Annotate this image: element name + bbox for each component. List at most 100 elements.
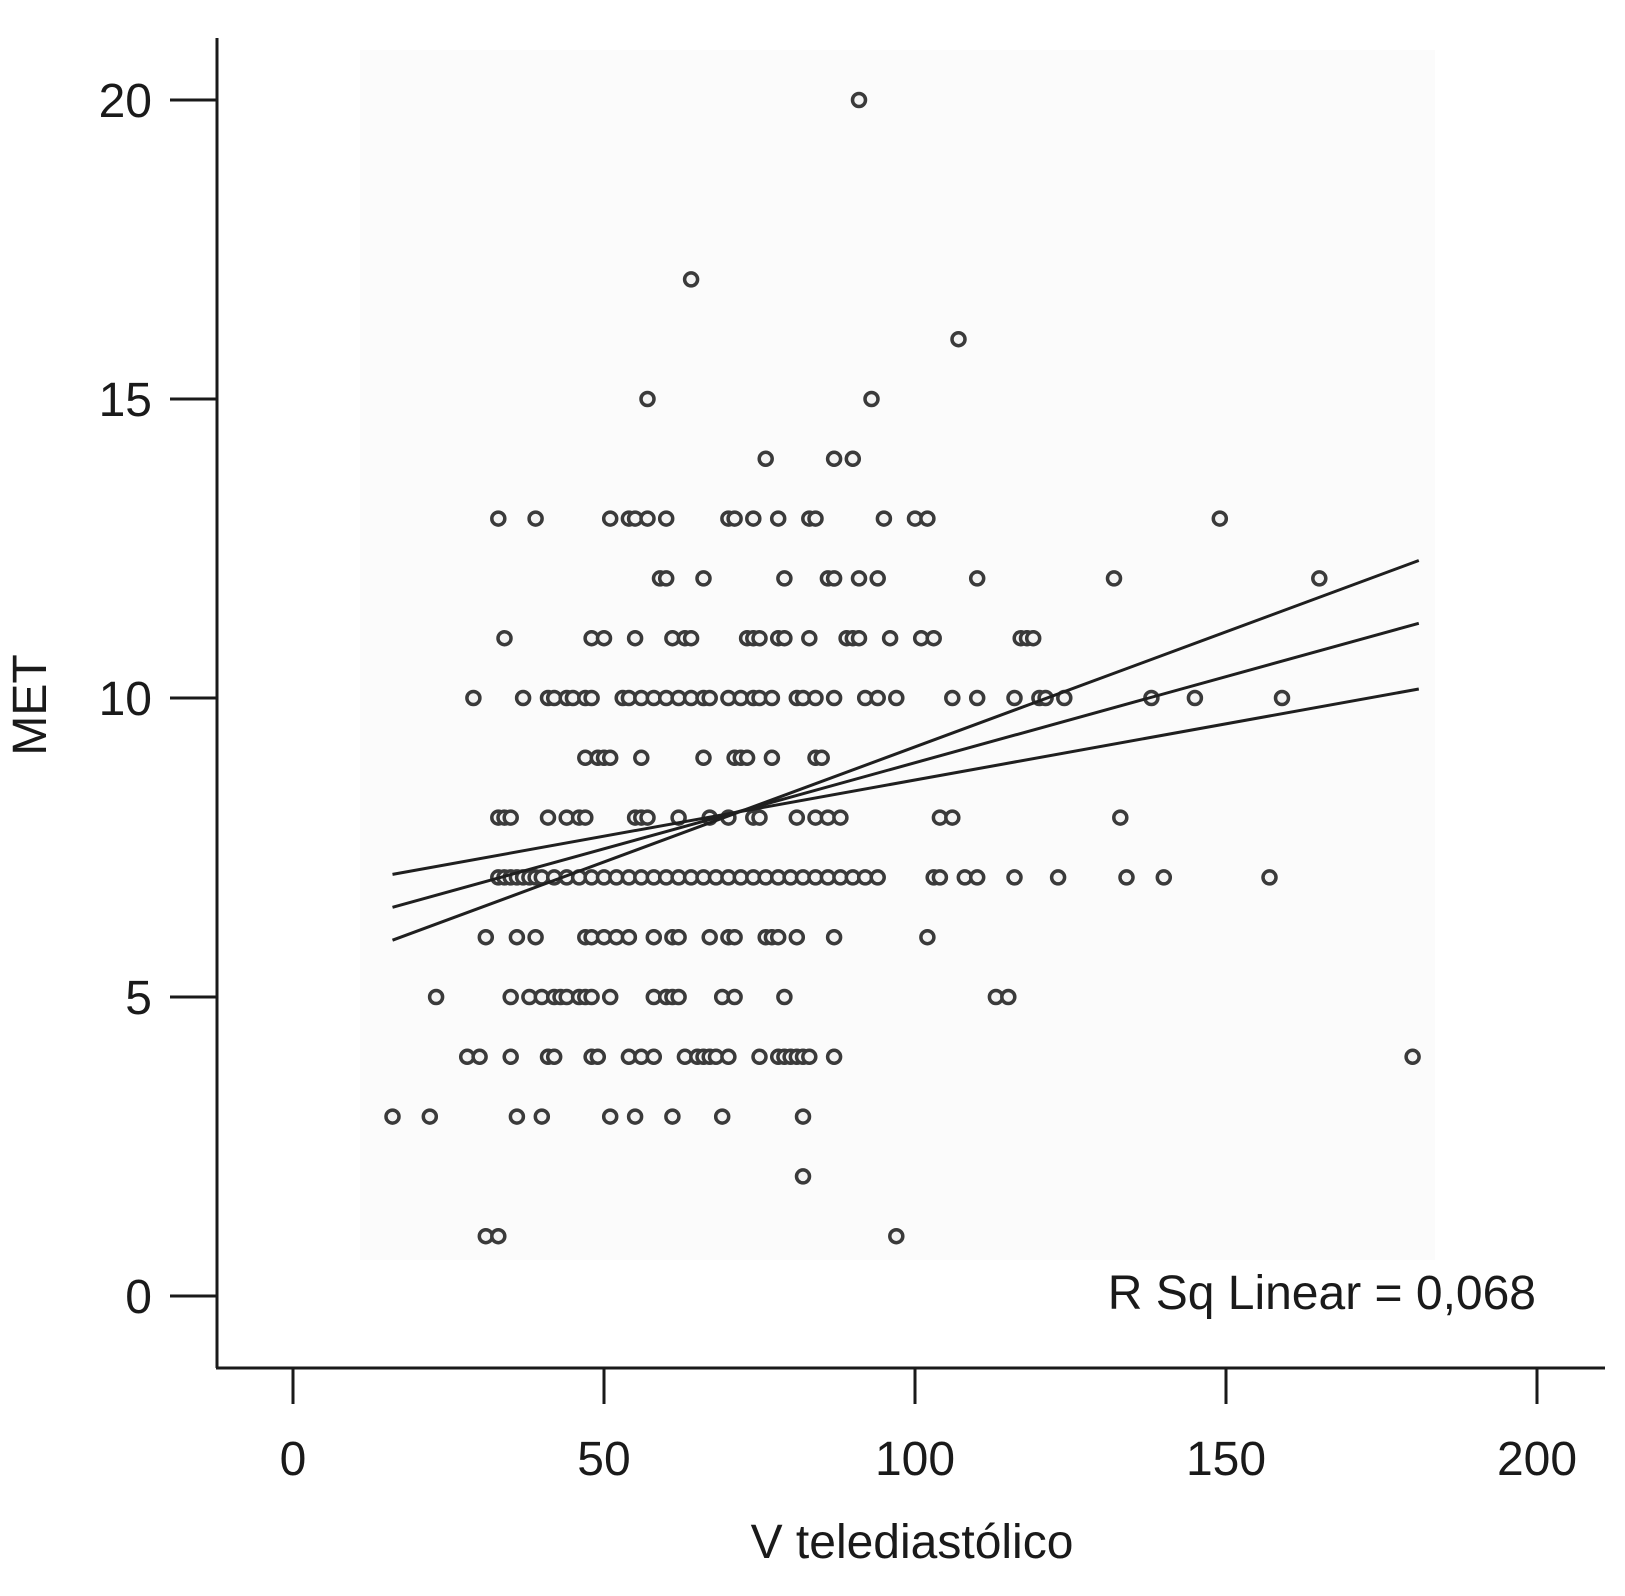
data-point	[888, 689, 905, 707]
data-point	[645, 1048, 663, 1066]
data-point	[695, 749, 712, 767]
x-tick-label: 50	[577, 1433, 630, 1486]
data-point	[601, 988, 619, 1006]
data-point	[583, 988, 600, 1006]
data-point	[589, 1048, 607, 1066]
data-point	[863, 390, 880, 408]
data-point	[788, 809, 806, 826]
data-point	[875, 510, 893, 527]
x-tick-label: 0	[280, 1433, 307, 1486]
fit-line	[392, 621, 1420, 909]
data-point	[794, 1108, 812, 1125]
data-point	[695, 570, 712, 587]
data-point	[601, 749, 619, 767]
data-point	[639, 510, 656, 527]
data-point	[776, 988, 793, 1006]
data-point	[1311, 570, 1328, 587]
data-point	[825, 1048, 843, 1066]
data-point	[496, 629, 513, 647]
data-point	[1049, 869, 1067, 886]
data-point	[639, 390, 656, 408]
x-tick-label: 200	[1497, 1433, 1577, 1486]
data-point	[620, 928, 638, 946]
data-point	[1273, 689, 1291, 707]
data-point	[1000, 988, 1017, 1006]
y-tick-label: 5	[125, 972, 152, 1025]
data-point	[1404, 1048, 1421, 1066]
data-point	[545, 1048, 563, 1066]
data-point	[583, 689, 600, 707]
data-point	[490, 1227, 507, 1245]
data-point	[508, 1108, 526, 1125]
data-point	[776, 629, 793, 647]
data-point	[763, 689, 781, 707]
data-point	[850, 629, 868, 647]
y-axis-label: MET	[4, 654, 57, 755]
data-point	[769, 510, 787, 527]
data-point	[639, 809, 656, 826]
confidence-band-upper	[391, 559, 1420, 942]
data-point	[751, 809, 768, 826]
y-tick-label: 10	[99, 673, 152, 726]
data-point	[595, 629, 613, 647]
data-point	[1105, 570, 1123, 587]
data-point	[670, 988, 687, 1006]
data-point	[881, 629, 899, 647]
data-point	[807, 689, 824, 707]
data-point	[776, 570, 793, 587]
data-point	[825, 689, 843, 707]
data-point	[626, 629, 644, 647]
data-point	[601, 1108, 619, 1125]
data-point	[1186, 689, 1204, 707]
data-point	[968, 570, 986, 587]
y-tick-label: 20	[99, 75, 152, 128]
y-tick-label: 15	[99, 374, 152, 427]
data-point	[626, 1108, 644, 1125]
data-point	[1024, 629, 1042, 647]
data-point	[825, 570, 843, 587]
data-point	[919, 928, 936, 946]
data-point	[888, 1227, 905, 1245]
data-point	[844, 450, 862, 468]
data-point	[670, 928, 687, 946]
confidence-band-lower	[392, 687, 1420, 876]
data-point	[801, 629, 818, 647]
data-point	[869, 869, 886, 886]
data-point	[788, 928, 806, 946]
r-squared-annotation: R Sq Linear = 0,068	[1108, 1267, 1536, 1320]
data-point	[601, 510, 619, 527]
data-point	[701, 928, 718, 946]
data-point	[502, 809, 519, 826]
data-point	[850, 91, 868, 109]
data-point	[384, 1108, 401, 1125]
data-point	[465, 689, 482, 707]
data-point	[1006, 689, 1023, 707]
data-point	[944, 689, 961, 707]
x-tick-label: 150	[1186, 1433, 1266, 1486]
data-point	[1118, 869, 1135, 886]
data-point	[490, 510, 507, 527]
data-point	[533, 1108, 551, 1125]
plot-background	[360, 50, 1435, 1260]
data-point	[738, 749, 756, 767]
x-axis-label: V telediastólico	[751, 1516, 1074, 1569]
data-point	[1112, 809, 1129, 826]
data-point	[825, 450, 843, 468]
data-point	[539, 809, 557, 826]
data-point	[825, 928, 843, 946]
data-point	[801, 1048, 818, 1066]
data-point	[869, 689, 886, 707]
data-point	[807, 510, 824, 527]
data-point	[925, 629, 942, 647]
data-point	[713, 1108, 731, 1125]
data-point	[726, 510, 743, 527]
data-point	[633, 749, 650, 767]
data-point	[514, 689, 532, 707]
data-point	[645, 928, 663, 946]
data-point	[769, 928, 787, 946]
data-point	[950, 330, 967, 348]
data-point	[869, 570, 886, 587]
data-point	[1006, 869, 1023, 886]
data-point	[527, 510, 544, 527]
